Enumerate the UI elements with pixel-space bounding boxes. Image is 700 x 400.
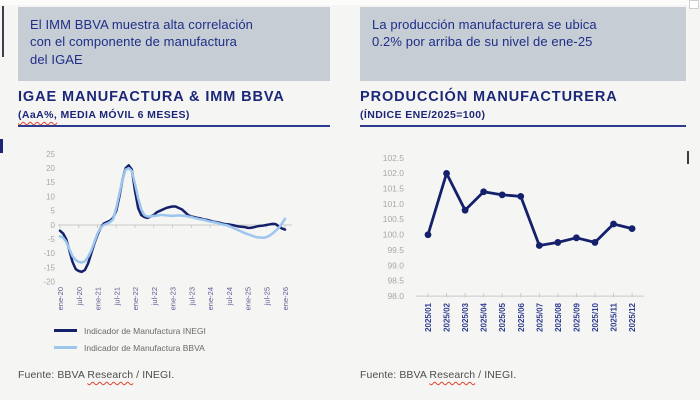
left-callout-box: El IMM BBVA muestra alta correlación con… xyxy=(18,7,330,81)
legend-item-inegi: Indicador de Manufactura INEGI xyxy=(54,322,330,339)
svg-text:25: 25 xyxy=(46,150,55,159)
svg-text:jul-21: jul-21 xyxy=(112,287,121,306)
top-right-corner-box xyxy=(689,0,699,9)
svg-text:jul-20: jul-20 xyxy=(75,287,84,306)
left-chart-subtitle: (AaA%, MEDIA MÓVIL 6 MESES) xyxy=(18,109,330,128)
svg-text:0: 0 xyxy=(51,221,56,230)
inegi-line-swatch xyxy=(54,329,77,333)
igae-imm-chart: 25 20 15 10 5 0 -5 -10 -15 -20 ene-20 jul-20 ene-21 j… xyxy=(18,143,330,321)
left-chart-title: IGAE MANUFACTURA & IMM BBVA xyxy=(18,89,285,105)
bbva-line-swatch xyxy=(54,346,77,349)
svg-text:2025/10: 2025/10 xyxy=(591,303,600,332)
svg-text:2025/02: 2025/02 xyxy=(443,303,452,332)
right-chart-subtitle: (ÍNDICE ENE/2025=100) xyxy=(360,109,686,128)
svg-text:jul-24: jul-24 xyxy=(225,287,234,306)
callout-line: 0.2% por arriba de su nivel de ene-25 xyxy=(372,34,593,50)
svg-text:-10: -10 xyxy=(43,249,55,258)
svg-text:20: 20 xyxy=(46,164,55,173)
svg-text:2025/04: 2025/04 xyxy=(480,303,489,332)
source-spellcheck-word: Research xyxy=(429,369,476,381)
legend-item-bbva: Indicador de Manufactura BBVA xyxy=(54,339,330,356)
left-edge-mark-top xyxy=(2,6,4,57)
svg-text:2025/07: 2025/07 xyxy=(535,303,544,332)
left-panel: El IMM BBVA muestra alta correlación con… xyxy=(18,7,330,393)
svg-text:15: 15 xyxy=(46,178,55,187)
svg-text:2025/03: 2025/03 xyxy=(461,303,470,332)
svg-text:102.0: 102.0 xyxy=(383,168,405,178)
svg-text:2025/06: 2025/06 xyxy=(517,303,526,332)
right-source: Fuente: BBVA Research / INEGI. xyxy=(360,369,517,381)
right-chart-title: PRODUCCIÓN MANUFACTURERA xyxy=(360,89,618,105)
svg-text:2025/05: 2025/05 xyxy=(498,303,507,332)
legend-label-inegi: Indicador de Manufactura INEGI xyxy=(84,325,206,336)
svg-text:ene-25: ene-25 xyxy=(244,287,253,310)
callout-line: El IMM BBVA muestra alta correlación xyxy=(30,17,253,32)
svg-text:100.5: 100.5 xyxy=(383,214,405,224)
svg-text:ene-20: ene-20 xyxy=(56,287,65,310)
callout-line: del IGAE xyxy=(30,51,83,67)
svg-text:98.5: 98.5 xyxy=(387,276,404,286)
subtitle-spellcheck-word: (AaA%, xyxy=(18,109,58,122)
callout-line: La producción manufacturera se ubica xyxy=(372,17,597,32)
svg-text:jul-23: jul-23 xyxy=(187,287,196,306)
svg-text:ene-24: ene-24 xyxy=(206,287,215,310)
top-strip xyxy=(0,0,700,5)
text-cursor xyxy=(687,151,689,164)
svg-text:ene-26: ene-26 xyxy=(281,287,290,310)
chart-legend: Indicador de Manufactura INEGI Indicador… xyxy=(54,322,330,356)
svg-text:ene-23: ene-23 xyxy=(169,287,178,310)
produccion-chart: 102.5 102.0 101.5 101.0 100.5 100.0 99.5 99.0 98… xyxy=(360,143,686,341)
svg-text:2025/08: 2025/08 xyxy=(554,303,563,332)
legend-label-bbva: Indicador de Manufactura BBVA xyxy=(84,342,205,353)
svg-text:2025/01: 2025/01 xyxy=(424,303,433,332)
svg-text:99.0: 99.0 xyxy=(387,260,404,270)
svg-text:100.0: 100.0 xyxy=(383,230,405,240)
svg-text:10: 10 xyxy=(46,193,55,202)
svg-text:102.5: 102.5 xyxy=(383,153,405,163)
left-edge-mark-chart xyxy=(0,139,3,153)
svg-text:jul-25: jul-25 xyxy=(262,287,271,306)
svg-text:98.0: 98.0 xyxy=(387,291,404,301)
svg-text:2025/11: 2025/11 xyxy=(610,303,619,332)
svg-text:2025/09: 2025/09 xyxy=(572,303,581,332)
source-spellcheck-word: Research xyxy=(87,369,134,381)
svg-text:-5: -5 xyxy=(48,235,56,244)
svg-text:-20: -20 xyxy=(43,278,55,287)
chart-svg-1: 102.5 102.0 101.5 101.0 100.5 100.0 99.5 99.0 98… xyxy=(383,153,644,332)
svg-text:101.5: 101.5 xyxy=(383,184,405,194)
svg-text:ene-21: ene-21 xyxy=(94,287,103,310)
svg-text:jul-22: jul-22 xyxy=(150,287,159,306)
svg-text:99.5: 99.5 xyxy=(387,245,404,255)
svg-text:2025/12: 2025/12 xyxy=(628,303,637,332)
svg-text:-15: -15 xyxy=(43,264,55,273)
left-source: Fuente: BBVA Research / INEGI. xyxy=(18,369,175,381)
svg-text:101.0: 101.0 xyxy=(383,199,405,209)
svg-text:5: 5 xyxy=(51,207,56,216)
callout-line: con el componente de manufactura xyxy=(30,34,237,50)
right-callout-box: La producción manufacturera se ubica 0.2… xyxy=(360,7,686,81)
right-panel: La producción manufacturera se ubica 0.2… xyxy=(360,7,686,393)
svg-text:ene-22: ene-22 xyxy=(131,287,140,310)
